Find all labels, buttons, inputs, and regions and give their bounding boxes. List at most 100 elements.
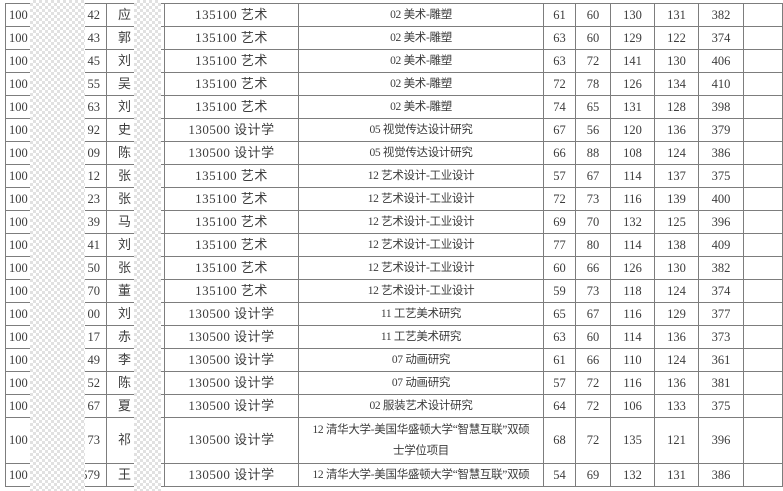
total-score-cell: 410: [698, 72, 744, 96]
score-1-cell: 63: [543, 26, 576, 50]
exam-id-prefix: 100: [9, 122, 28, 137]
exam-id-wrap: 100 579: [7, 467, 106, 482]
score-1-cell: 77: [543, 233, 576, 257]
empty-cell: [743, 325, 783, 349]
empty-cell: [743, 164, 783, 188]
table-row: 100 55 吴 135100 艺术 02 美术-雕塑 72 78 126 13…: [5, 72, 783, 96]
empty-cell: [743, 187, 783, 211]
score-3-cell: 120: [610, 118, 655, 142]
score-1-cell: 72: [543, 72, 576, 96]
exam-id-wrap: 100 73: [7, 433, 106, 448]
exam-id-prefix: 100: [9, 145, 28, 160]
major-cell: 130500 设计学: [164, 118, 299, 142]
exam-id-prefix: 100: [9, 7, 28, 22]
total-score-cell: 379: [698, 118, 744, 142]
exam-id-suffix: 579: [81, 467, 100, 482]
table-row: 100 12 张 135100 艺术 12 艺术设计-工业设计 57 67 11…: [5, 164, 783, 188]
score-1-cell: 68: [543, 417, 576, 464]
direction-cell: 02 美术-雕塑: [298, 3, 544, 27]
exam-id-wrap: 100 70: [7, 284, 106, 298]
exam-id-wrap: 100 42: [7, 7, 106, 22]
table-row: 100 73 祁 130500 设计学 12 清华大学-美国华盛顿大学“智慧互联…: [5, 417, 783, 464]
exam-id-wrap: 100 92: [7, 122, 106, 137]
score-2-cell: 88: [575, 141, 611, 165]
table-row: 100 00 刘 130500 设计学 11 工艺美术研究 65 67 116 …: [5, 302, 783, 326]
score-2-cell: 72: [575, 417, 611, 464]
total-score-cell: 381: [698, 371, 744, 395]
total-score-cell: 374: [698, 279, 744, 303]
score-1-cell: 57: [543, 164, 576, 188]
exam-id-prefix: 100: [9, 99, 28, 114]
score-2-cell: 66: [575, 348, 611, 372]
score-4-cell: 124: [654, 348, 699, 372]
score-1-cell: 74: [543, 95, 576, 119]
score-4-cell: 131: [654, 3, 699, 27]
score-1-cell: 61: [543, 3, 576, 27]
empty-cell: [743, 3, 783, 27]
major-cell: 135100 艺术: [164, 95, 299, 119]
score-2-cell: 56: [575, 118, 611, 142]
score-1-cell: 69: [543, 210, 576, 234]
direction-cell: 12 艺术设计-工业设计: [298, 210, 544, 234]
score-4-cell: 130: [654, 256, 699, 280]
exam-id-wrap: 100 39: [7, 215, 106, 229]
score-3-cell: 118: [610, 279, 655, 303]
direction-cell: 12 清华大学-美国华盛顿大学“智慧互联”双硕 士学位项目: [298, 417, 544, 464]
table-row: 100 579 王 130500 设计学 12 清华大学-美国华盛顿大学“智慧互…: [5, 463, 783, 487]
score-4-cell: 130: [654, 49, 699, 73]
score-3-cell: 126: [610, 72, 655, 96]
exam-id-suffix: 41: [87, 237, 101, 252]
score-4-cell: 139: [654, 187, 699, 211]
exam-id-suffix: 00: [87, 306, 101, 321]
score-4-cell: 131: [654, 463, 699, 487]
table-row: 100 52 陈 130500 设计学 07 动画研究 57 72 116 13…: [5, 371, 783, 395]
exam-id-wrap: 100 43: [7, 30, 106, 45]
score-2-cell: 73: [575, 187, 611, 211]
table-row: 100 23 张 135100 艺术 12 艺术设计-工业设计 72 73 11…: [5, 187, 783, 211]
score-4-cell: 125: [654, 210, 699, 234]
total-score-cell: 382: [698, 256, 744, 280]
table-row: 100 92 史 130500 设计学 05 视觉传达设计研究 67 56 12…: [5, 118, 783, 142]
direction-cell: 12 艺术设计-工业设计: [298, 164, 544, 188]
direction-cell: 12 清华大学-美国华盛顿大学“智慧互联”双硕: [298, 463, 544, 487]
score-4-cell: 124: [654, 141, 699, 165]
total-score-cell: 400: [698, 187, 744, 211]
major-cell: 130500 设计学: [164, 348, 299, 372]
total-score-cell: 373: [698, 325, 744, 349]
table-row: 100 63 刘 135100 艺术 02 美术-雕塑 74 65 131 12…: [5, 95, 783, 119]
score-2-cell: 60: [575, 26, 611, 50]
score-4-cell: 122: [654, 26, 699, 50]
direction-cell: 12 艺术设计-工业设计: [298, 233, 544, 257]
score-2-cell: 72: [575, 371, 611, 395]
redaction-mosaic-exam-id: [30, 0, 85, 491]
score-4-cell: 128: [654, 95, 699, 119]
major-cell: 130500 设计学: [164, 463, 299, 487]
score-2-cell: 80: [575, 233, 611, 257]
score-1-cell: 57: [543, 371, 576, 395]
exam-id-prefix: 100: [9, 467, 28, 482]
exam-id-wrap: 100 09: [7, 145, 106, 160]
direction-cell: 05 视觉传达设计研究: [298, 118, 544, 142]
exam-id-prefix: 100: [9, 433, 28, 448]
exam-id-prefix: 100: [9, 260, 28, 275]
exam-id-wrap: 100 52: [7, 375, 106, 390]
score-4-cell: 134: [654, 72, 699, 96]
exam-id-prefix: 100: [9, 30, 28, 45]
score-3-cell: 132: [610, 463, 655, 487]
score-2-cell: 67: [575, 302, 611, 326]
major-cell: 130500 设计学: [164, 371, 299, 395]
table-row: 100 42 应 135100 艺术 02 美术-雕塑 61 60 130 13…: [5, 3, 783, 27]
exam-id-wrap: 100 23: [7, 192, 106, 206]
major-cell: 135100 艺术: [164, 72, 299, 96]
score-2-cell: 67: [575, 164, 611, 188]
exam-id-suffix: 55: [87, 76, 101, 91]
total-score-cell: 377: [698, 302, 744, 326]
major-cell: 135100 艺术: [164, 49, 299, 73]
direction-cell: 02 美术-雕塑: [298, 95, 544, 119]
score-2-cell: 60: [575, 325, 611, 349]
major-cell: 135100 艺术: [164, 256, 299, 280]
exam-id-wrap: 100 55: [7, 76, 106, 91]
major-cell: 135100 艺术: [164, 210, 299, 234]
exam-id-prefix: 100: [9, 375, 28, 390]
score-2-cell: 69: [575, 463, 611, 487]
